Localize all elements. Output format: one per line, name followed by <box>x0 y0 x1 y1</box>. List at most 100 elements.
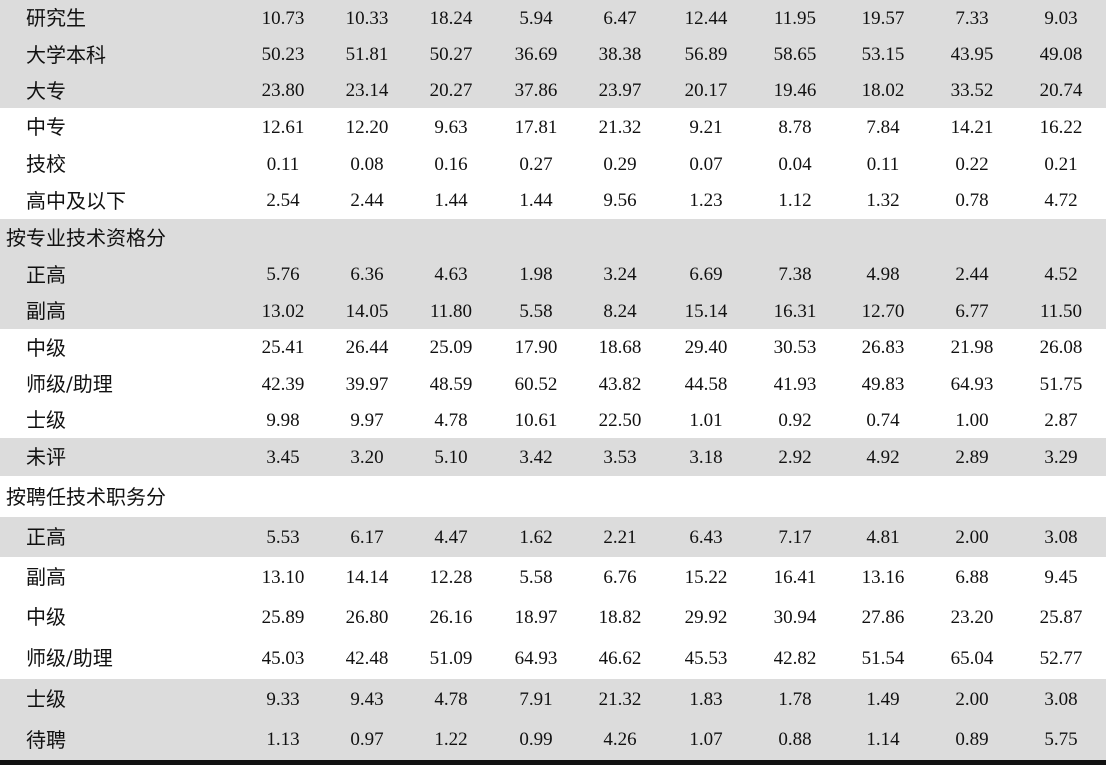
table-cell: 13.16 <box>861 566 905 588</box>
table-cell: 56.89 <box>684 44 728 65</box>
table-cell: 1.23 <box>689 190 723 211</box>
table-cell: 41.93 <box>773 373 817 395</box>
table-cell: 1.01 <box>689 409 723 431</box>
table-cell: 0.22 <box>955 153 989 175</box>
table-cell: 18.82 <box>598 606 642 628</box>
table-cell: 4.63 <box>434 264 468 285</box>
table-row: 副高 13.10 14.14 12.28 5.58 6.76 15.22 16.41 13.16… <box>0 557 1106 597</box>
table-cell: 8.24 <box>603 300 637 322</box>
table-cell: 0.88 <box>778 729 812 750</box>
table-row: 正高 5.53 6.17 4.47 1.62 2.21 6.43 7.17 4.81 2.00 3.… <box>0 517 1106 557</box>
table-cell: 27.86 <box>861 606 905 628</box>
table-cell: 9.33 <box>266 688 300 710</box>
row-label: 大专 <box>26 78 66 103</box>
table-cell: 1.78 <box>778 688 812 710</box>
table-cell: 30.94 <box>773 606 817 628</box>
table-cell: 16.31 <box>773 300 817 322</box>
table-row: 副高 13.02 14.05 11.80 5.58 8.24 15.14 16.31 12.70… <box>0 293 1106 329</box>
table-cell: 0.89 <box>955 729 989 750</box>
row-label: 未评 <box>26 445 66 469</box>
table-cell: 1.13 <box>266 729 300 750</box>
table-cell: 44.58 <box>684 373 728 395</box>
table-cell: 11.50 <box>1039 300 1083 322</box>
table-row: 中级 25.89 26.80 26.16 18.97 18.82 29.92 30.94 27.… <box>0 597 1106 637</box>
table-cell: 1.07 <box>689 729 723 750</box>
table-cell: 1.00 <box>955 409 989 431</box>
table-cell: 1.44 <box>519 190 553 211</box>
table-cell: 3.08 <box>1044 526 1078 548</box>
table-row: 师级/助理 45.03 42.48 51.09 64.93 46.62 45.53 42.82… <box>0 637 1106 679</box>
table-cell: 2.92 <box>778 446 812 468</box>
table-cell: 38.38 <box>598 44 642 65</box>
table-cell: 42.48 <box>345 647 389 669</box>
table-cell: 17.81 <box>514 116 558 138</box>
table-cell: 1.62 <box>519 526 553 548</box>
table-cell: 48.59 <box>429 373 473 395</box>
table-cell: 0.29 <box>603 153 637 175</box>
table-cell: 8.78 <box>778 116 812 138</box>
table-cell: 4.72 <box>1044 190 1078 211</box>
table-cell: 7.91 <box>519 688 553 710</box>
table-cell: 1.83 <box>689 688 723 710</box>
table-cell: 25.87 <box>1039 606 1083 628</box>
table-cell: 0.97 <box>350 729 384 750</box>
table-cell: 64.93 <box>950 373 994 395</box>
table-cell: 45.03 <box>261 647 305 669</box>
table-cell: 9.03 <box>1044 7 1078 29</box>
table-row: 正高 5.76 6.36 4.63 1.98 3.24 6.69 7.38 4.98 2.44 4.… <box>0 256 1106 293</box>
table-cell: 3.18 <box>689 446 723 468</box>
table-cell: 20.74 <box>1039 80 1083 101</box>
table-cell: 26.16 <box>429 606 473 628</box>
table-cell: 5.58 <box>519 300 553 322</box>
table-cell: 16.22 <box>1039 116 1083 138</box>
table-cell: 14.21 <box>950 116 994 138</box>
table-cell: 43.95 <box>950 44 994 65</box>
table-cell: 23.80 <box>261 80 305 101</box>
section-header-row: 按聘任技术职务分 <box>0 476 1106 517</box>
table-cell: 13.10 <box>261 566 305 588</box>
table-cell: 9.56 <box>603 190 637 211</box>
row-label: 中级 <box>26 335 66 360</box>
table-cell: 4.81 <box>866 526 900 548</box>
table-cell: 50.27 <box>429 44 473 65</box>
table-cell: 5.53 <box>266 526 300 548</box>
table-cell: 4.92 <box>866 446 900 468</box>
table-cell: 10.73 <box>261 7 305 29</box>
row-label: 正高 <box>26 262 66 287</box>
table-cell: 5.75 <box>1044 729 1078 750</box>
table-cell: 12.61 <box>261 116 305 138</box>
table-cell: 6.88 <box>955 566 989 588</box>
table-cell: 37.86 <box>514 80 558 101</box>
table-cell: 42.82 <box>773 647 817 669</box>
table-cell: 1.32 <box>866 190 900 211</box>
table-cell: 0.78 <box>955 190 989 211</box>
table-cell: 9.21 <box>689 116 723 138</box>
table-cell: 6.43 <box>689 526 723 548</box>
table-row: 大学本科 50.23 51.81 50.27 36.69 38.38 56.89 58.65 5… <box>0 36 1106 73</box>
table-cell: 49.83 <box>861 373 905 395</box>
table-cell: 18.02 <box>861 80 905 101</box>
table-cell: 3.24 <box>603 264 637 285</box>
row-label: 士级 <box>26 408 66 432</box>
table-cell: 16.41 <box>773 566 817 588</box>
table-cell: 21.98 <box>950 337 994 358</box>
table-cell: 9.63 <box>434 116 468 138</box>
table-cell: 42.39 <box>261 373 305 395</box>
table-cell: 11.95 <box>773 7 817 29</box>
table-cell: 3.53 <box>603 446 637 468</box>
row-label: 士级 <box>26 687 66 711</box>
table-cell: 29.92 <box>684 606 728 628</box>
table-cell: 51.75 <box>1039 373 1083 395</box>
table-row: 大专 23.80 23.14 20.27 37.86 23.97 20.17 19.46 18.… <box>0 73 1106 108</box>
table-cell: 53.15 <box>861 44 905 65</box>
table-cell: 6.36 <box>350 264 384 285</box>
table-cell: 2.00 <box>955 688 989 710</box>
row-label: 大学本科 <box>26 42 106 67</box>
table-cell: 2.44 <box>350 190 384 211</box>
table-cell: 12.70 <box>861 300 905 322</box>
table-cell: 20.27 <box>429 80 473 101</box>
table-cell: 5.58 <box>519 566 553 588</box>
table-cell: 2.89 <box>955 446 989 468</box>
table-cell: 1.14 <box>866 729 900 750</box>
table-cell: 21.32 <box>598 116 642 138</box>
